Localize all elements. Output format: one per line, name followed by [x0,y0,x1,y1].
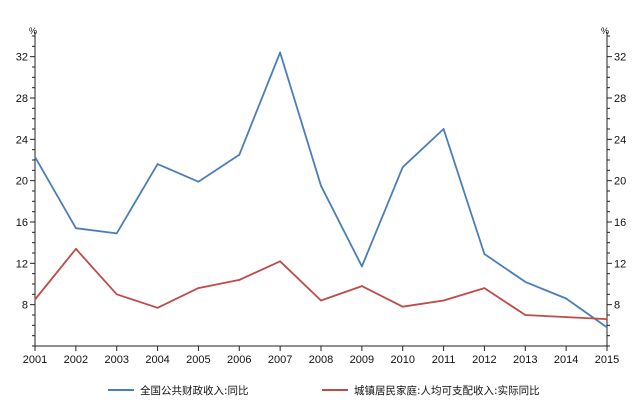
left-y-tick-label: 28 [16,93,28,105]
data-point-series-1 [360,265,363,268]
x-tick-label: 2011 [432,354,456,366]
x-tick-label: 2002 [64,354,88,366]
right-y-tick-label: 32 [614,52,626,64]
x-tick-label: 2014 [554,354,578,366]
x-tick-label: 2015 [595,354,619,366]
data-point-series-2 [483,287,486,290]
data-point-series-1 [442,128,445,130]
data-point-series-2 [360,285,363,287]
right-y-tick-label: 28 [614,93,626,105]
data-point-series-2 [401,305,404,308]
data-point-series-1 [279,51,282,54]
left-y-tick-label: 16 [16,217,28,229]
data-point-series-1 [74,227,77,230]
data-point-series-2 [197,287,200,290]
left-y-tick-label: 24 [16,134,28,146]
right-y-tick-label: 12 [614,258,626,270]
left-y-tick-label: 12 [16,258,28,270]
right-y-tick-label: 24 [614,134,626,146]
right-y-tick-label: 8 [614,300,620,312]
data-point-series-1 [320,184,322,187]
right-y-tick-label: 20 [614,176,626,188]
series-line-2 [34,247,608,320]
data-point-series-2 [442,299,445,302]
data-point-series-2 [279,260,282,263]
right-y-tick-label: 16 [614,217,626,229]
x-tick-label: 2003 [104,354,128,366]
left-unit-label: % [29,26,37,36]
x-tick-label: 2007 [268,354,292,366]
data-point-series-1 [606,326,608,329]
legend-label-1: 全国公共财政收入:同比 [140,384,249,397]
x-tick-label: 2006 [227,354,251,366]
data-point-series-1 [197,180,200,183]
data-point-series-1 [524,281,527,283]
data-point-series-2 [74,247,77,250]
data-point-series-2 [606,318,608,321]
data-point-series-2 [156,306,159,309]
data-point-series-1 [34,156,36,158]
data-point-series-2 [320,299,322,302]
data-point-series-1 [156,163,159,166]
x-tick-label: 2004 [145,354,169,366]
data-point-series-2 [34,298,36,301]
series-line-1 [34,51,608,329]
x-tick-label: 2001 [23,354,47,366]
legend-label-2: 城镇居民家庭:人均可支配收入:实际同比 [354,384,540,397]
x-tick-label: 2005 [186,354,210,366]
left-y-tick-label: 20 [16,176,28,188]
data-point-series-1 [238,153,241,156]
data-point-series-2 [238,278,241,281]
left-y-tick-label: 8 [22,300,28,312]
data-point-series-2 [524,314,527,316]
x-tick-label: 2010 [390,354,414,366]
right-unit-label: % [601,26,609,36]
data-point-series-2 [565,316,568,318]
x-tick-label: 2013 [513,354,537,366]
left-y-tick-label: 32 [16,52,28,64]
data-point-series-1 [115,232,118,235]
data-point-series-1 [401,166,404,169]
x-tick-label: 2009 [350,354,374,366]
x-tick-label: 2012 [472,354,496,366]
x-tick-label: 2008 [309,354,333,366]
data-point-series-1 [483,253,486,255]
data-point-series-1 [565,297,568,300]
data-point-series-2 [115,293,118,296]
